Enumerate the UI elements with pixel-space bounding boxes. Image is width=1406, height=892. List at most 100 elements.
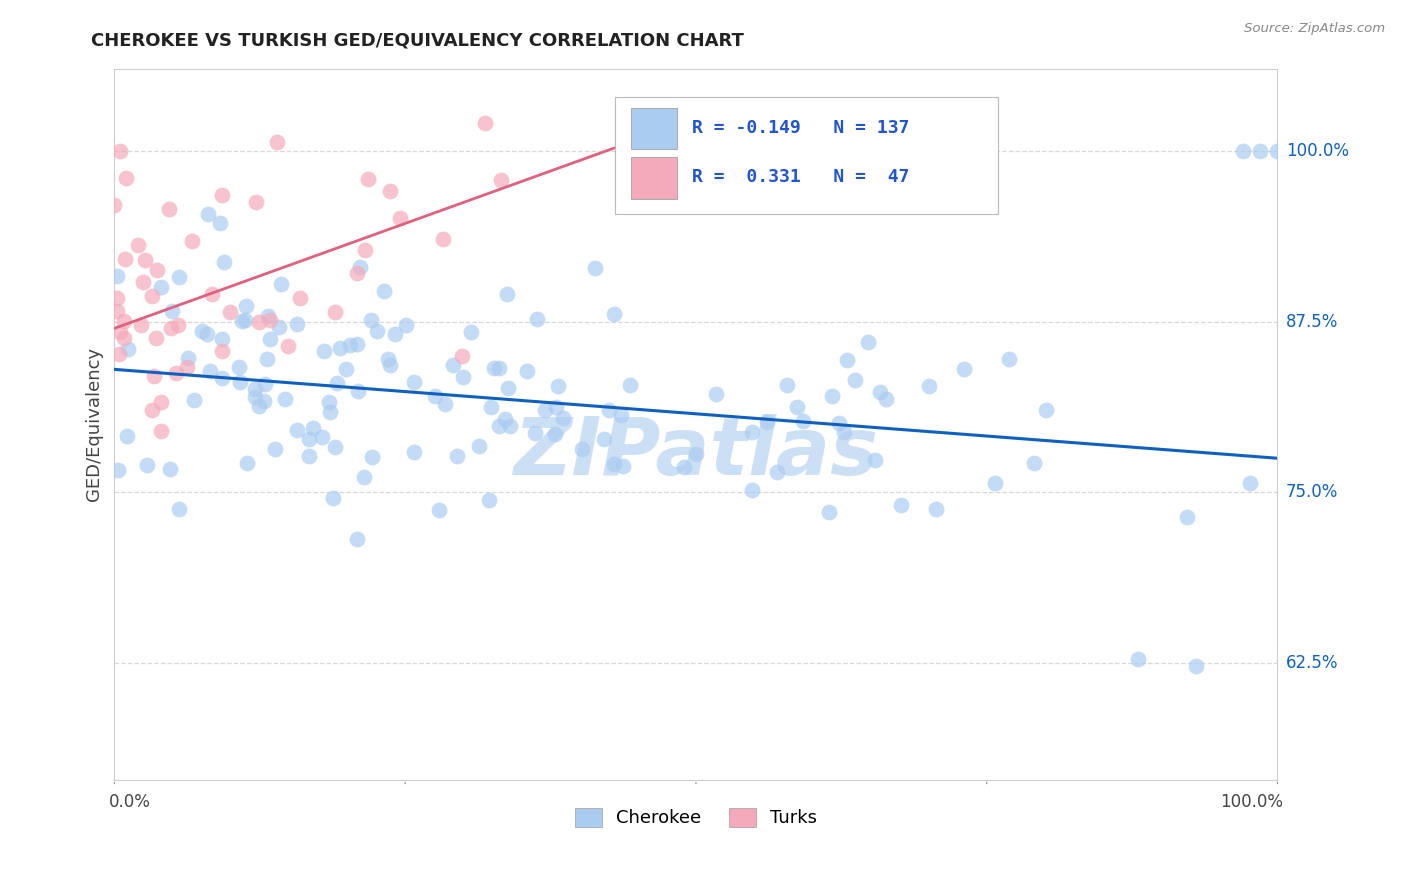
Point	[547, 379, 569, 393]
Point	[495, 287, 517, 301]
Point	[329, 341, 352, 355]
Point	[323, 305, 346, 319]
Point	[918, 379, 941, 393]
Point	[247, 315, 270, 329]
Point	[526, 311, 548, 326]
Point	[110, 144, 132, 158]
Point	[257, 310, 280, 324]
Point	[441, 358, 464, 372]
Point	[247, 399, 270, 413]
Text: 0.0%: 0.0%	[108, 793, 150, 812]
Point	[233, 313, 256, 327]
Point	[256, 352, 278, 367]
Point	[818, 505, 841, 519]
Point	[105, 303, 128, 318]
FancyBboxPatch shape	[631, 108, 678, 149]
Point	[488, 361, 510, 376]
Point	[354, 244, 377, 258]
Point	[235, 300, 257, 314]
Point	[236, 456, 259, 470]
Point	[619, 377, 641, 392]
Point	[353, 469, 375, 483]
Point	[150, 395, 173, 409]
Point	[211, 371, 233, 385]
Point	[208, 216, 231, 230]
Point	[499, 418, 522, 433]
Point	[766, 465, 789, 479]
Point	[211, 343, 233, 358]
Point	[231, 314, 253, 328]
Point	[127, 238, 149, 252]
Point	[489, 172, 512, 186]
Point	[159, 461, 181, 475]
Point	[741, 483, 763, 497]
Point	[482, 361, 505, 376]
Point	[107, 291, 129, 305]
Text: ZIPatlas: ZIPatlas	[513, 414, 879, 491]
Point	[673, 459, 696, 474]
Point	[837, 352, 859, 367]
Point	[516, 364, 538, 378]
Point	[288, 291, 311, 305]
Point	[201, 287, 224, 301]
Point	[105, 269, 128, 284]
Point	[380, 184, 402, 198]
Point	[704, 386, 727, 401]
Point	[115, 170, 138, 185]
Text: 62.5%: 62.5%	[1286, 655, 1339, 673]
Point	[169, 502, 191, 516]
Point	[285, 317, 308, 331]
Point	[953, 362, 976, 376]
Point	[1267, 144, 1289, 158]
Point	[157, 202, 180, 217]
Text: R =  0.331   N =  47: R = 0.331 N = 47	[693, 168, 910, 186]
Point	[314, 343, 336, 358]
Point	[346, 266, 368, 280]
Point	[395, 318, 418, 332]
Point	[404, 376, 426, 390]
Point	[858, 334, 880, 349]
Point	[479, 400, 502, 414]
Point	[821, 389, 844, 403]
Point	[551, 410, 574, 425]
Point	[146, 263, 169, 277]
Point	[832, 425, 855, 440]
Point	[245, 194, 267, 209]
Text: R = -0.149   N = 137: R = -0.149 N = 137	[693, 119, 910, 136]
Point	[297, 432, 319, 446]
Point	[183, 392, 205, 407]
Point	[335, 362, 357, 376]
Point	[318, 405, 340, 419]
Point	[311, 430, 333, 444]
Point	[149, 280, 172, 294]
Point	[890, 498, 912, 512]
Legend: Cherokee, Turks: Cherokee, Turks	[568, 801, 824, 835]
FancyBboxPatch shape	[614, 97, 998, 214]
Point	[741, 425, 763, 440]
FancyBboxPatch shape	[631, 157, 678, 199]
Point	[609, 408, 631, 422]
Point	[141, 402, 163, 417]
Point	[160, 303, 183, 318]
Point	[200, 364, 222, 378]
Point	[998, 352, 1021, 367]
Point	[786, 401, 808, 415]
Point	[755, 415, 778, 429]
Point	[107, 463, 129, 477]
Point	[349, 260, 371, 274]
Point	[228, 360, 250, 375]
Point	[253, 393, 276, 408]
Point	[360, 313, 382, 327]
Point	[134, 252, 156, 267]
Point	[302, 421, 325, 435]
Point	[404, 445, 426, 459]
Y-axis label: GED/Equivalency: GED/Equivalency	[86, 347, 103, 501]
Text: 100.0%: 100.0%	[1220, 793, 1284, 812]
Point	[318, 395, 340, 409]
Point	[245, 390, 267, 404]
Point	[266, 136, 288, 150]
Point	[263, 442, 285, 456]
Point	[167, 318, 190, 332]
Point	[323, 440, 346, 454]
Point	[176, 359, 198, 374]
